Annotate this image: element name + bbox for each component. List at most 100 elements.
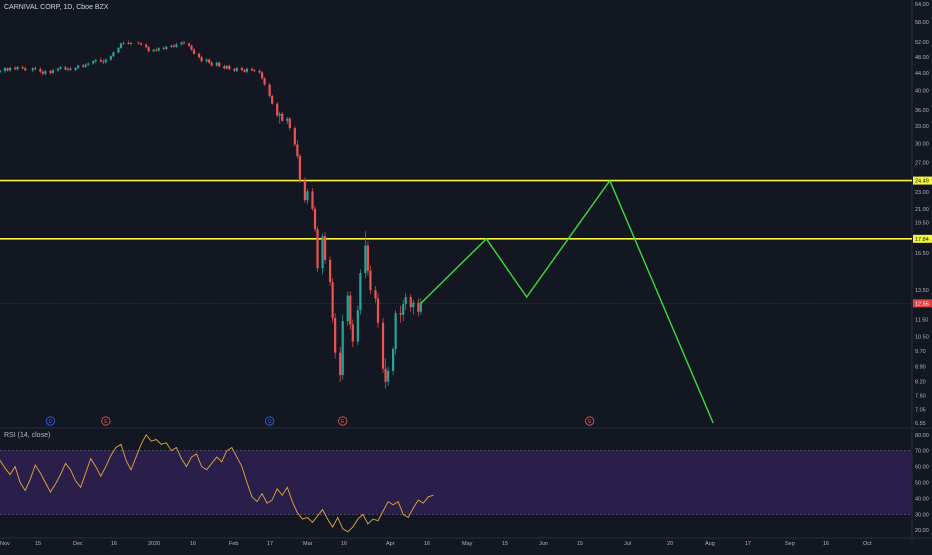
price-axis-tick-label: 27.00 (915, 161, 929, 167)
candle-down (268, 84, 271, 96)
candle-down (172, 45, 175, 47)
candle-up (364, 245, 367, 274)
time-axis-tick-label: 20 (667, 541, 673, 547)
candle-up (321, 236, 324, 269)
price-label-box (913, 299, 932, 308)
event-marker (45, 416, 56, 426)
candle-down (147, 47, 150, 52)
price-axis-tick-label: 48.00 (915, 55, 929, 61)
candle-down (240, 67, 244, 70)
candle-down (210, 62, 213, 66)
candle-up (129, 42, 133, 44)
event-marker (101, 416, 111, 426)
candle-up (117, 47, 120, 53)
candle-up (165, 46, 168, 50)
candle-down (162, 48, 165, 50)
time-axis-tick-label: 16 (341, 541, 347, 547)
candle-up (394, 313, 397, 349)
candle-up (77, 65, 80, 68)
candle-down (303, 180, 307, 201)
candle-up (104, 59, 107, 63)
time-axis-tick-label: 16 (190, 541, 196, 547)
price-axis-tick-label: 7.05 (915, 407, 926, 413)
candle-down (200, 57, 203, 62)
price-axis-tick-label: 16.50 (915, 251, 929, 257)
candle-down (374, 290, 377, 299)
price-label-text: 24.49 (915, 179, 929, 185)
price-axis-tick-label: 33.00 (915, 124, 929, 130)
candle-down (399, 313, 402, 315)
candle-up (402, 304, 405, 315)
candle-up (66, 68, 70, 70)
rsi-axis-tick-label: 60.00 (915, 465, 929, 471)
candle-down (313, 208, 317, 230)
candle-up (404, 296, 407, 305)
price-axis-tick-label: 52.00 (915, 40, 929, 46)
candle-down (243, 69, 246, 72)
candle-down (409, 296, 412, 308)
candle-up (235, 67, 238, 71)
time-axis-tick-label: 17 (267, 541, 273, 547)
event-marker-label: E (341, 419, 345, 425)
time-axis-tick-label: Jun (539, 541, 548, 547)
candle-down (263, 78, 266, 85)
time-axis-tick-label: 15 (577, 541, 583, 547)
time-axis-tick-label: 16 (111, 541, 117, 547)
candle-up (122, 42, 125, 44)
price-axis-tick-label: 23.00 (915, 190, 929, 196)
candle-up (0, 70, 2, 73)
candle-down (293, 127, 296, 145)
candle-up (31, 68, 34, 71)
time-axis-tick-label: Oct (863, 541, 872, 547)
price-axis-tick-label: 40.00 (915, 88, 929, 94)
price-axis-tick-label: 36.00 (915, 108, 929, 114)
candle-up (412, 302, 415, 308)
event-marker-label: D (268, 419, 272, 425)
time-axis-tick-label: 15 (502, 541, 508, 547)
price-axis-tick-label: 8.90 (915, 365, 926, 371)
time-axis-tick-label: Mar (303, 541, 313, 547)
price-axis-tick-label: 6.55 (915, 421, 926, 427)
price-axis-tick-label: 30.00 (915, 141, 929, 147)
rsi-axis-tick-label: 30.00 (915, 512, 929, 518)
price-axis-tick-label: 13.50 (915, 288, 929, 294)
candle-down (288, 118, 291, 128)
time-axis-tick-label: 16 (823, 541, 829, 547)
candle-up (16, 67, 19, 70)
candle-up (341, 321, 344, 376)
candle-up (286, 118, 289, 121)
candle-down (14, 67, 17, 70)
candle-down (351, 324, 354, 342)
candle-up (205, 59, 208, 62)
candle-down (311, 191, 314, 209)
price-axis-tick-label: 10.50 (915, 334, 929, 340)
candle-up (8, 67, 12, 71)
price-axis-tick-label: 64.00 (915, 2, 929, 8)
candle-down (102, 61, 105, 63)
time-axis-tick-label: Jul (624, 541, 631, 547)
rsi-line (0, 433, 434, 533)
candle-down (349, 295, 352, 325)
candle-down (271, 95, 274, 104)
candle-up (87, 63, 90, 65)
candle-down (208, 59, 211, 63)
candle-down (21, 67, 24, 69)
candle-down (258, 70, 261, 73)
candle-down (253, 70, 256, 72)
candle-down (182, 42, 186, 44)
candle-up (59, 67, 62, 69)
candle-down (127, 42, 130, 44)
candle-down (281, 113, 284, 121)
candle-up (44, 71, 47, 74)
time-axis-tick-label: Nov (0, 541, 10, 547)
candle-up (392, 348, 395, 371)
candle-down (376, 298, 380, 323)
candle-down (140, 43, 143, 45)
candle-down (99, 59, 102, 62)
candle-down (197, 53, 201, 58)
candle-down (260, 72, 264, 79)
event-marker-label: E (104, 419, 108, 425)
price-axis-tick-label: 9.70 (915, 349, 926, 355)
event-marker (585, 416, 595, 426)
